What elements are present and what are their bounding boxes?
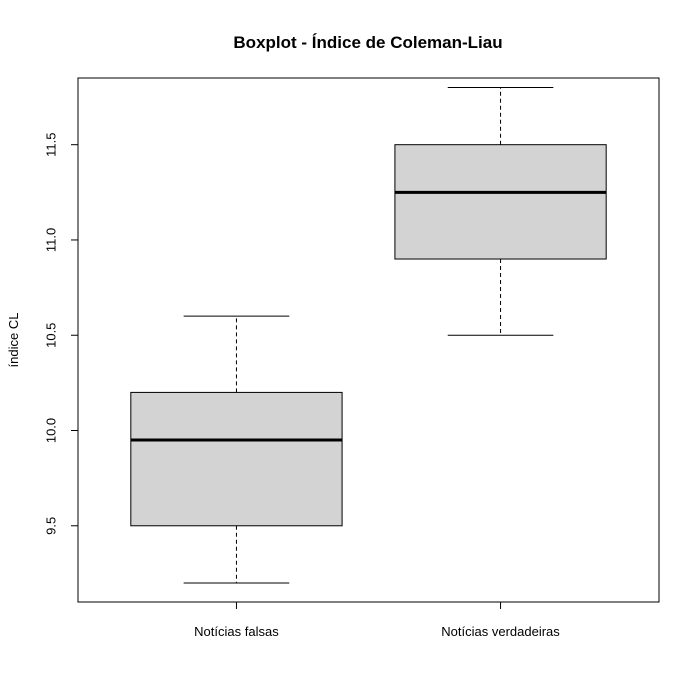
y-tick-label: 11.0	[43, 228, 58, 252]
y-tick-label: 11.5	[43, 133, 58, 157]
box-group	[130, 315, 343, 584]
y-tick-label: 10.0	[43, 418, 58, 443]
y-tick-label: 9.5	[43, 517, 58, 535]
box-group	[394, 87, 607, 336]
box	[394, 144, 607, 260]
chart-title: Boxplot - Índice de Coleman-Liau	[233, 33, 502, 52]
plot-frame	[77, 77, 660, 603]
box	[130, 391, 343, 527]
y-axis: 9.5 10.0 10.5 11.0 11.5	[43, 133, 78, 535]
x-axis: Notícias falsas Notícias verdadeiras	[194, 602, 560, 639]
x-tick-label: Notícias falsas	[194, 624, 279, 639]
x-tick-label: Notícias verdadeiras	[441, 624, 560, 639]
boxes	[130, 87, 607, 584]
y-tick-label: 10.5	[43, 323, 58, 348]
y-axis-label: índice CL	[6, 313, 21, 368]
